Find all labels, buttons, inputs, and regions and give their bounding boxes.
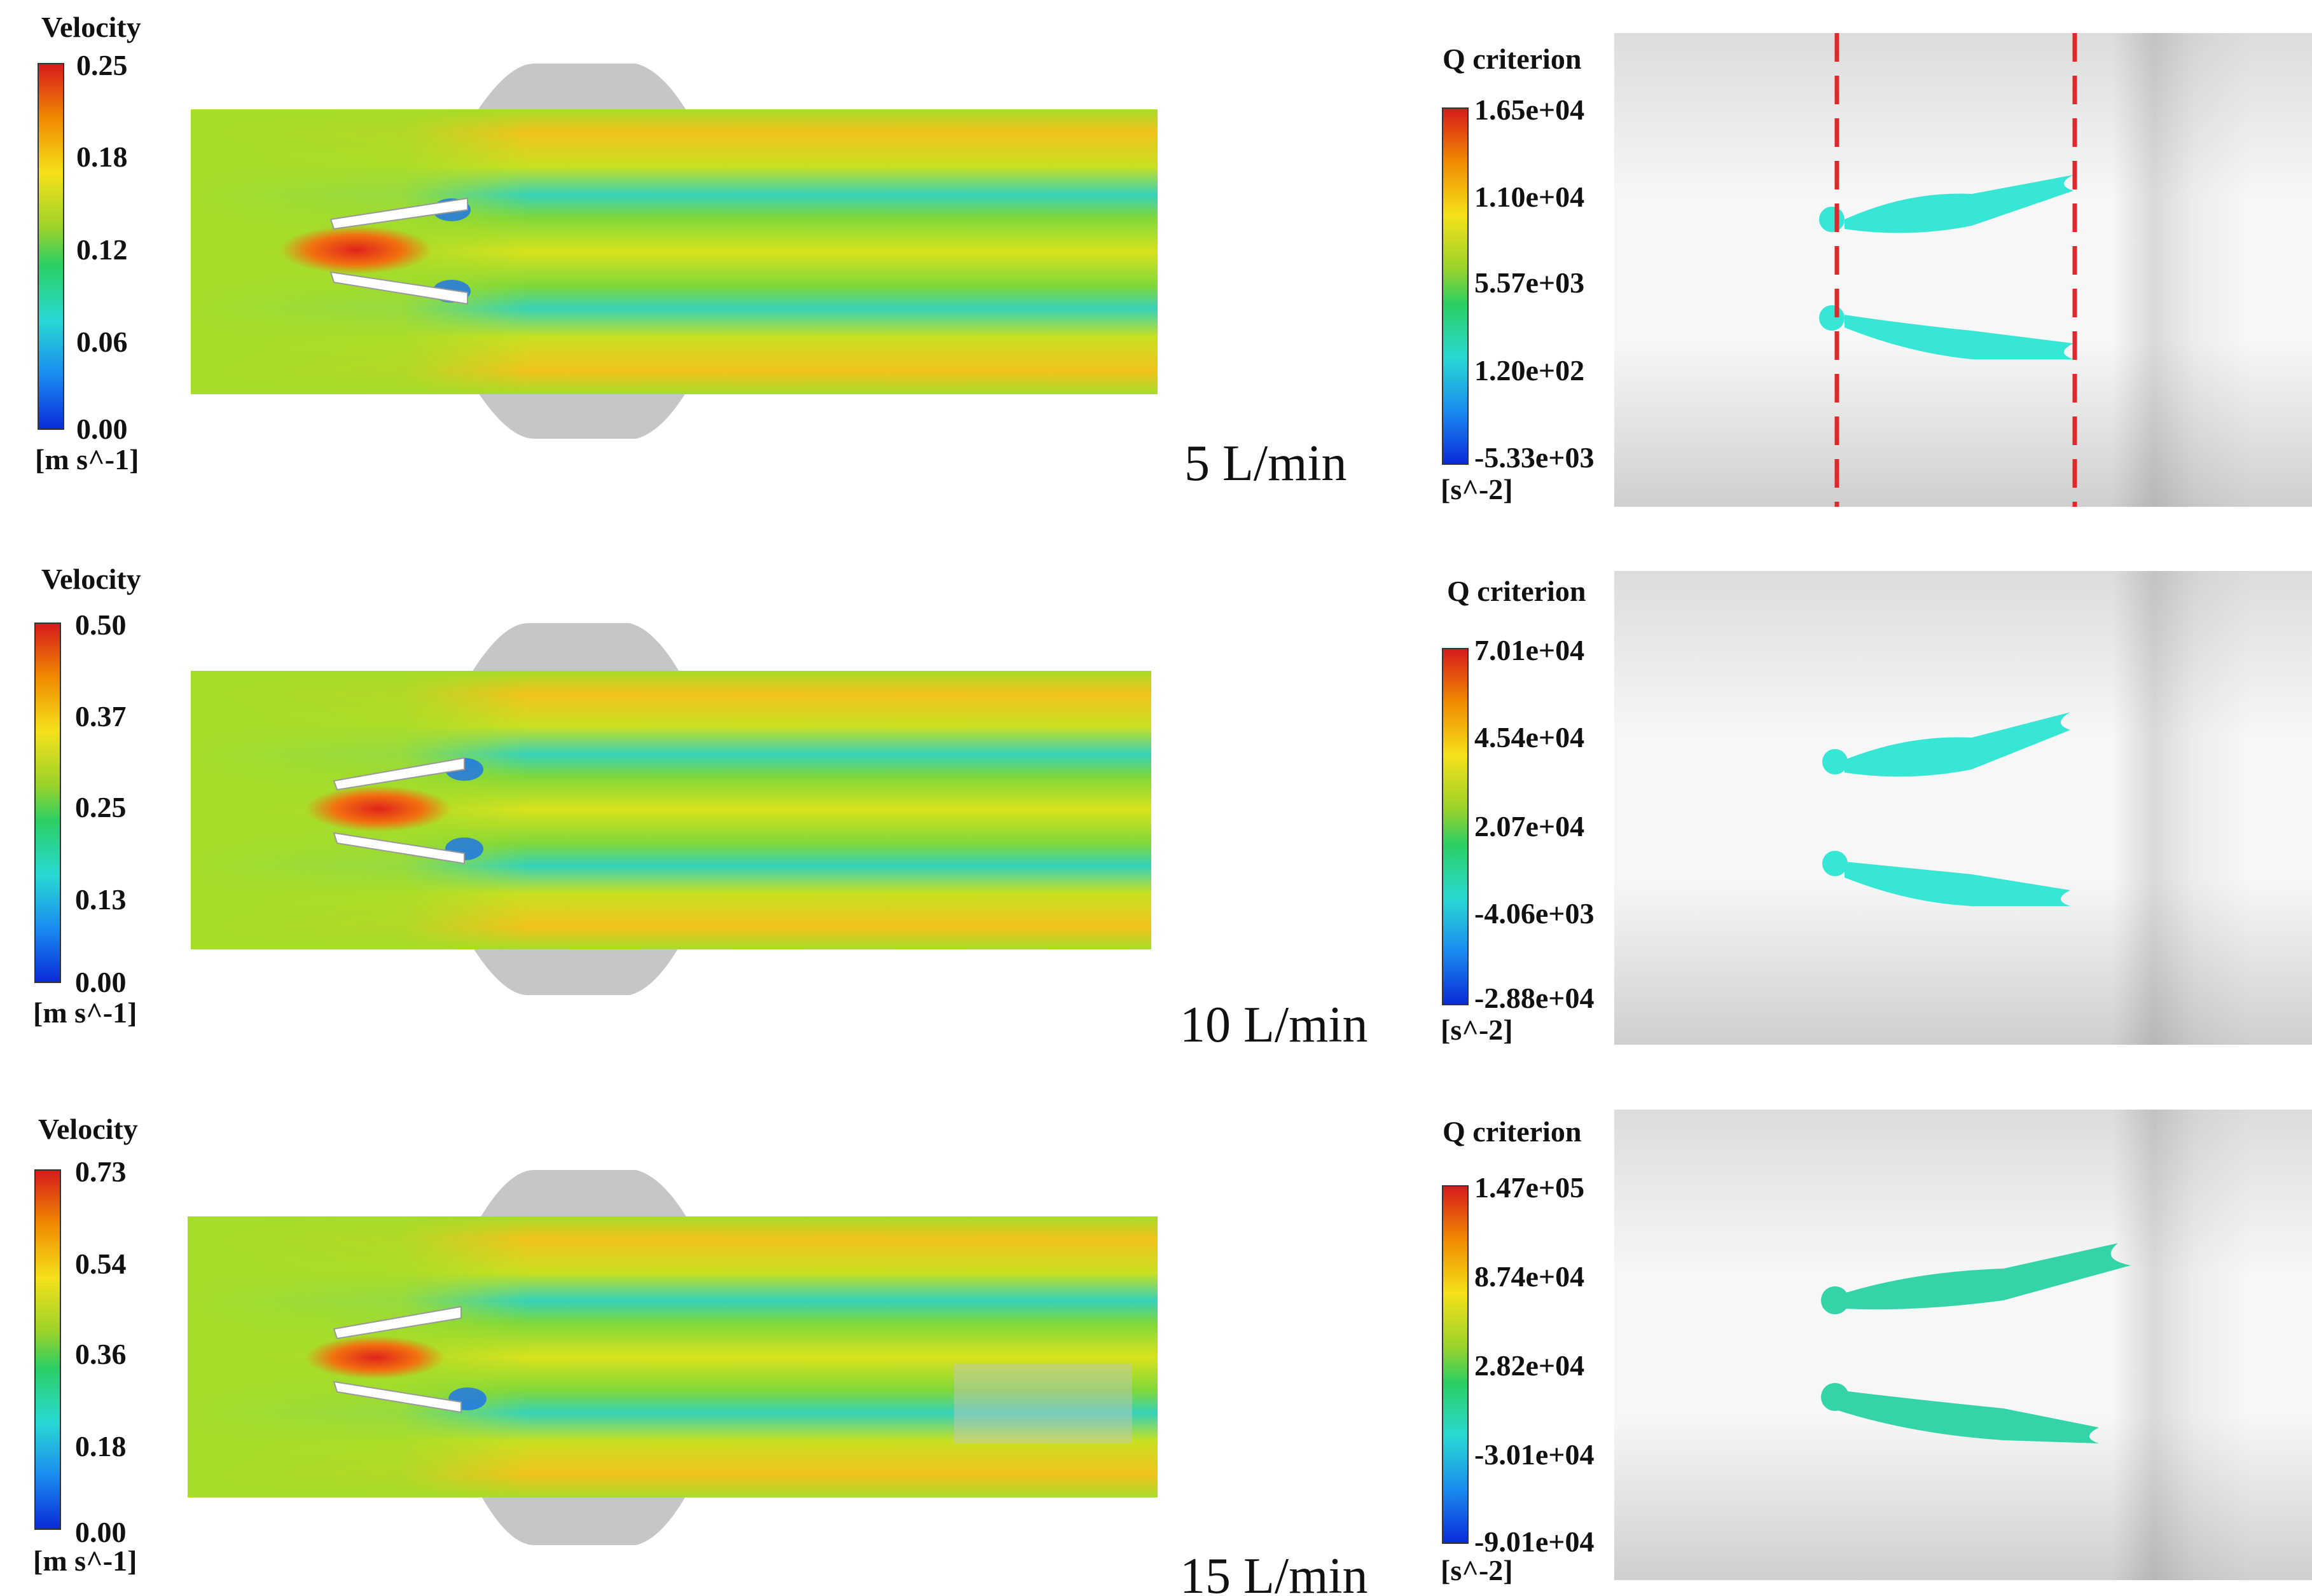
velocity-tick: 0.00	[75, 966, 127, 998]
velocity-colorbar	[38, 63, 64, 430]
q-tick: 5.57e+03	[1474, 266, 1584, 299]
velocity-tick: 0.12	[76, 233, 128, 266]
q-criterion-legend: Q criterion 1.65e+04 1.10e+04 5.57e+03 1…	[1441, 43, 1594, 506]
velocity-unit: [m s^-1]	[35, 443, 139, 476]
q-tick: 4.54e+04	[1474, 721, 1584, 753]
velocity-tick: 0.37	[75, 700, 127, 733]
velocity-tick: 0.50	[75, 609, 127, 641]
vortex-lower	[1832, 1389, 2099, 1443]
nozzle-bulge-top	[477, 64, 687, 111]
q-tick: -5.33e+03	[1474, 441, 1594, 474]
q-tick: -9.01e+04	[1474, 1525, 1594, 1558]
vortex-upper	[1845, 712, 2070, 777]
velocity-legend: Velocity 0.25 0.18 0.12 0.06 0.00 [m s^-…	[35, 11, 141, 476]
velocity-tick: 0.06	[76, 326, 128, 358]
vortex-upper	[1845, 175, 2073, 233]
q-legend-title: Q criterion	[1443, 1115, 1581, 1148]
nozzle-bulge-top	[480, 1170, 687, 1218]
q-tick: 2.82e+04	[1474, 1349, 1584, 1382]
row-3: Velocity 0.73 0.54 0.36 0.18 0.00 [m s^-…	[33, 1110, 2312, 1596]
velocity-legend-title: Velocity	[38, 1113, 138, 1145]
q-unit: [s^-2]	[1441, 473, 1513, 506]
nozzle-bulge-top	[471, 623, 681, 674]
q-unit: [s^-2]	[1441, 1014, 1513, 1046]
q-colorbar	[1442, 1185, 1469, 1544]
velocity-unit: [m s^-1]	[33, 1544, 137, 1577]
flow-rate-label: 15 L/min	[1180, 1548, 1368, 1596]
velocity-tick: 0.25	[76, 49, 128, 81]
flow-rate-label: 5 L/min	[1184, 436, 1347, 492]
q-tick: 1.20e+02	[1474, 354, 1584, 387]
inlet-blade-lower	[329, 271, 468, 305]
q-tick: 1.47e+05	[1474, 1171, 1584, 1204]
velocity-tick: 0.13	[75, 883, 127, 916]
velocity-tick: 0.18	[75, 1430, 127, 1462]
velocity-unit: [m s^-1]	[33, 996, 137, 1029]
q-tick: 7.01e+04	[1474, 634, 1584, 666]
q-tick: 8.74e+04	[1474, 1260, 1584, 1293]
nozzle-bulge-bottom	[480, 1494, 687, 1545]
velocity-tick: 0.54	[75, 1248, 127, 1280]
vortex-upper	[1832, 1243, 2131, 1310]
inlet-blade-lower	[333, 1380, 462, 1414]
q-colorbar	[1442, 107, 1469, 465]
inlet-blade-upper	[329, 197, 468, 230]
q-tick: -2.88e+04	[1474, 982, 1594, 1014]
q-tick: 1.65e+04	[1474, 93, 1584, 126]
velocity-tick: 0.00	[75, 1516, 127, 1548]
jet-core	[280, 226, 433, 274]
q-tick: 1.10e+04	[1474, 181, 1584, 213]
velocity-tick: 0.36	[75, 1338, 127, 1370]
q-criterion-view	[1614, 33, 2312, 507]
nozzle-bulge-bottom	[471, 944, 681, 995]
velocity-colorbar	[34, 623, 61, 983]
row-1: Velocity 0.25 0.18 0.12 0.06 0.00 [m s^-…	[35, 11, 2312, 507]
velocity-tick: 0.18	[76, 141, 128, 173]
velocity-tick: 0.73	[75, 1155, 127, 1188]
velocity-tick: 0.25	[75, 791, 127, 823]
velocity-field-plot	[188, 1170, 1158, 1545]
q-tick: 2.07e+04	[1474, 810, 1584, 843]
inlet-blade-lower	[333, 832, 465, 865]
jet-core	[305, 1336, 445, 1379]
velocity-legend: Velocity 0.73 0.54 0.36 0.18 0.00 [m s^-…	[33, 1113, 138, 1577]
vortex-lower	[1845, 315, 2073, 359]
velocity-field-plot	[191, 64, 1158, 439]
q-unit: [s^-2]	[1441, 1554, 1513, 1586]
q-colorbar	[1442, 648, 1469, 1005]
velocity-legend-title: Velocity	[41, 11, 141, 43]
q-tick: -3.01e+04	[1474, 1438, 1594, 1471]
inlet-blade-upper	[333, 757, 465, 791]
q-criterion-view	[1614, 571, 2312, 1045]
row-2: Velocity 0.50 0.37 0.25 0.13 0.00 [m s^-…	[33, 563, 2312, 1053]
q-criterion-legend: Q criterion 7.01e+04 4.54e+04 2.07e+04 -…	[1441, 575, 1594, 1046]
velocity-field-plot	[191, 623, 1151, 995]
jet-core	[305, 786, 452, 832]
q-legend-title: Q criterion	[1443, 43, 1581, 75]
inlet-blade-upper	[333, 1305, 462, 1340]
velocity-colorbar	[34, 1169, 61, 1530]
nozzle-bulge-bottom	[477, 391, 687, 439]
flow-rate-label: 10 L/min	[1180, 997, 1368, 1053]
q-crierion-legend: Q criterion 1.47e+05 8.74e+04 2.82e+04 -…	[1441, 1115, 1594, 1586]
q-criterion-view	[1614, 1110, 2312, 1580]
q-legend-title: Q criterion	[1447, 575, 1586, 607]
velocity-legend: Velocity 0.50 0.37 0.25 0.13 0.00 [m s^-…	[33, 563, 141, 1029]
velocity-legend-title: Velocity	[41, 563, 141, 595]
vortex-lower	[1845, 862, 2070, 906]
q-tick: -4.06e+03	[1474, 897, 1594, 930]
velocity-tick: 0.00	[76, 413, 128, 445]
